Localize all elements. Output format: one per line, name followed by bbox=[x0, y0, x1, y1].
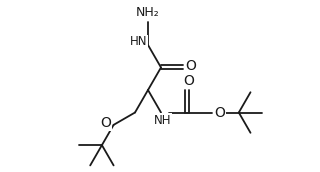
Text: O: O bbox=[186, 60, 196, 73]
Text: O: O bbox=[184, 74, 195, 88]
Text: NH: NH bbox=[154, 114, 172, 127]
Text: NH₂: NH₂ bbox=[136, 6, 160, 19]
Text: O: O bbox=[100, 116, 111, 130]
Text: HN: HN bbox=[130, 35, 148, 49]
Text: O: O bbox=[214, 105, 225, 120]
